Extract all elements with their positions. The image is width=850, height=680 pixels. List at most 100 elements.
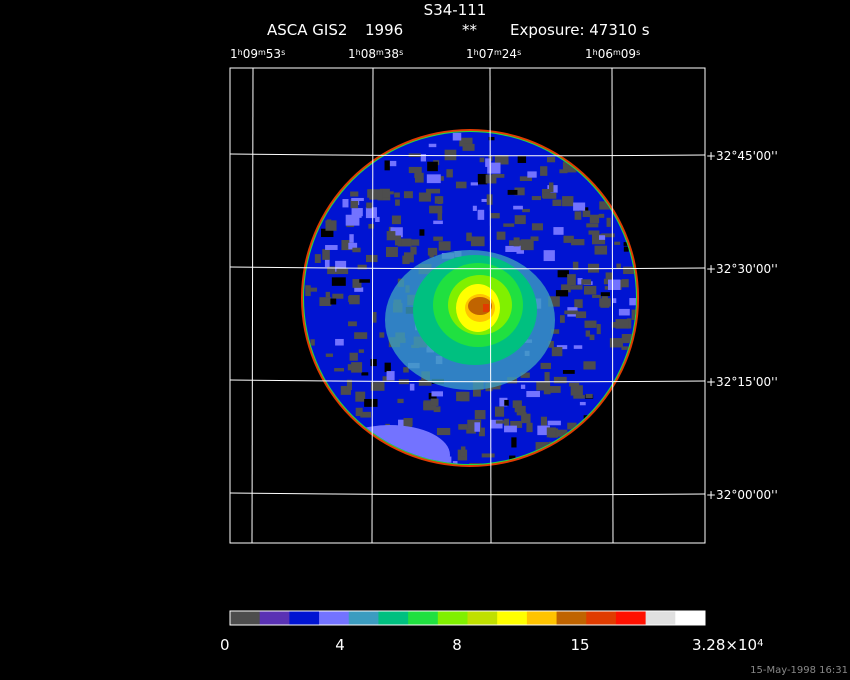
noise-patch xyxy=(531,196,542,201)
noise-patch xyxy=(314,254,321,263)
noise-patch xyxy=(332,293,344,299)
dec-label: +32°45'00'' xyxy=(706,149,778,163)
noise-patch xyxy=(601,233,615,238)
noise-patch xyxy=(562,196,574,207)
noise-patch xyxy=(359,279,370,283)
noise-patch xyxy=(522,208,530,213)
colorbar: 0 4 8 15 3.28×104 xyxy=(220,611,763,654)
noise-patch xyxy=(549,182,554,193)
flag: ** xyxy=(462,21,478,39)
noise-patch xyxy=(418,379,432,386)
noise-patch xyxy=(494,155,509,165)
noise-patch xyxy=(342,199,349,208)
noise-patch xyxy=(354,332,368,339)
noise-patch xyxy=(544,372,550,382)
noise-patch xyxy=(520,372,530,378)
noise-patch xyxy=(629,298,636,306)
noise-patch xyxy=(540,166,548,176)
noise-patch xyxy=(384,160,390,171)
noise-patch xyxy=(572,261,579,270)
noise-patch xyxy=(492,174,505,178)
noise-patch xyxy=(599,235,606,240)
colorbar-label: 3.28×104 xyxy=(692,636,763,654)
mantissa: 3.28×10 xyxy=(692,636,757,654)
noise-patch xyxy=(547,420,561,426)
noise-patch xyxy=(386,371,395,381)
colorbar-cell xyxy=(259,611,290,625)
noise-patch xyxy=(608,279,621,290)
noise-patch xyxy=(361,372,369,376)
grid-line xyxy=(229,266,706,270)
noise-patch xyxy=(319,297,332,307)
noise-patch xyxy=(429,205,443,214)
noise-patch xyxy=(423,401,436,410)
noise-patch xyxy=(419,229,425,236)
noise-patch xyxy=(351,362,363,373)
noise-patch xyxy=(403,191,413,199)
noise-patch xyxy=(621,346,634,350)
noise-patch xyxy=(431,391,444,397)
noise-patch xyxy=(427,247,438,256)
noise-patch xyxy=(575,311,587,319)
value: 38 xyxy=(384,47,399,61)
noise-patch xyxy=(583,285,597,295)
unit: m xyxy=(376,48,384,57)
noise-patch xyxy=(321,228,334,238)
noise-patch xyxy=(349,295,360,305)
noise-patch xyxy=(474,410,486,420)
ra-label: 1h06m09s xyxy=(585,47,640,61)
noise-patch xyxy=(616,263,621,269)
noise-patch xyxy=(349,234,354,243)
noise-patch xyxy=(596,324,601,335)
noise-patch xyxy=(485,174,497,184)
noise-patch xyxy=(520,239,534,251)
noise-patch xyxy=(603,278,612,285)
colorbar-cell xyxy=(348,611,379,625)
noise-patch xyxy=(543,250,555,262)
xray-image xyxy=(301,129,639,467)
colorbar-label: 8 xyxy=(452,636,462,654)
noise-patch xyxy=(452,461,458,464)
noise-patch xyxy=(570,385,583,396)
noise-patch xyxy=(335,338,344,346)
noise-patch xyxy=(598,213,605,218)
unit: s xyxy=(281,48,285,57)
grid-line xyxy=(229,379,706,383)
unit: h xyxy=(356,48,361,57)
colorbar-cell xyxy=(526,611,558,625)
noise-patch xyxy=(397,398,404,404)
noise-patch xyxy=(391,215,402,225)
noise-patch xyxy=(369,189,383,200)
unit: m xyxy=(494,48,502,57)
noise-patch xyxy=(556,429,568,437)
noise-patch xyxy=(582,210,591,218)
noise-patch xyxy=(511,437,517,448)
noise-patch xyxy=(581,279,592,285)
noise-patch xyxy=(531,223,543,231)
value: 1 xyxy=(230,47,238,61)
colorbar-cell xyxy=(497,611,528,625)
noise-patch xyxy=(437,210,443,221)
noise-patch xyxy=(386,231,396,241)
noise-patch xyxy=(420,153,427,162)
noise-patch xyxy=(433,220,443,225)
value: 53 xyxy=(266,47,281,61)
grid-line xyxy=(371,67,374,544)
noise-patch xyxy=(606,217,611,227)
noise-patch xyxy=(488,136,495,141)
noise-patch xyxy=(409,383,415,391)
noise-patch xyxy=(346,379,352,391)
timestamp: 15-May-1998 16:31 xyxy=(750,665,848,676)
value: 07 xyxy=(479,47,494,61)
colorbar-cell xyxy=(319,611,350,625)
noise-patch xyxy=(485,158,492,167)
ra-labels: 1h09m53s 1h08m38s 1h07m24s 1h06m09s xyxy=(230,47,640,61)
noise-patch xyxy=(521,413,531,424)
grid-line xyxy=(489,67,492,544)
colorbar-cell xyxy=(586,611,617,625)
noise-patch xyxy=(426,174,441,184)
noise-patch xyxy=(350,191,359,197)
noise-patch xyxy=(325,353,333,357)
noise-patch xyxy=(519,176,532,182)
